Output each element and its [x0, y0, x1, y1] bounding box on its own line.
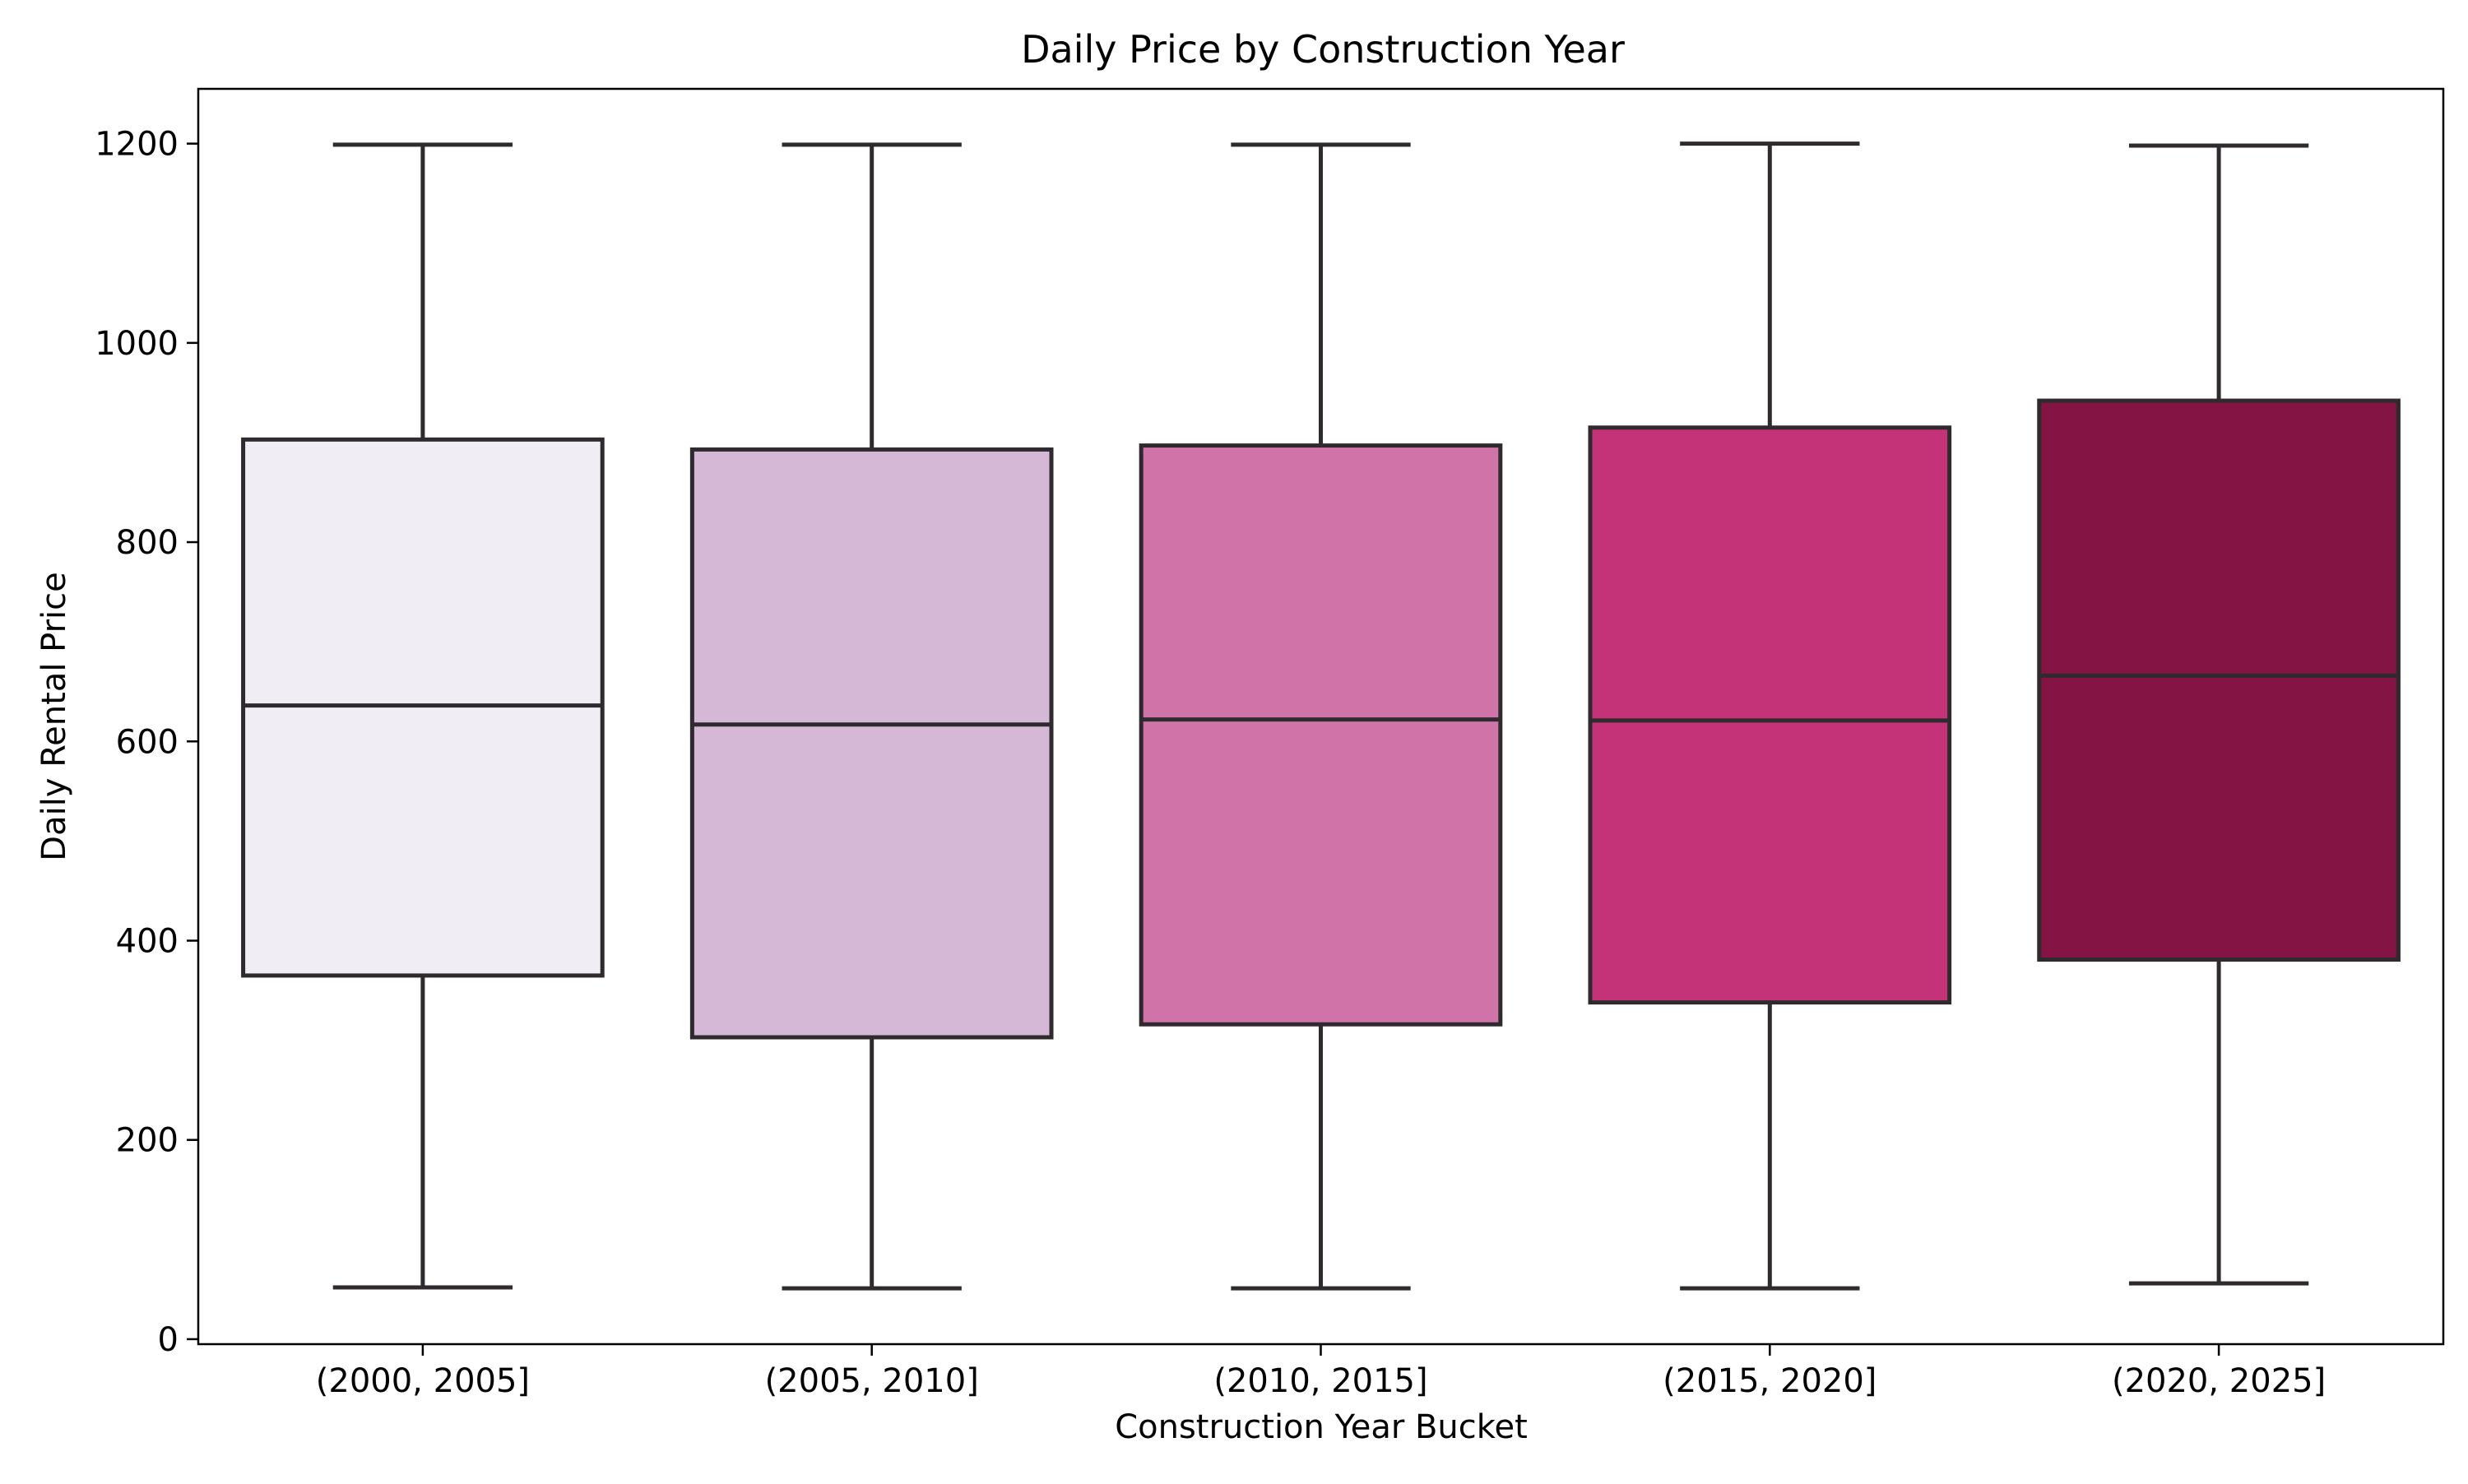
y-axis: 0 200 400 600 800 1000 1200 [95, 126, 198, 1359]
x-axis: (2000, 2005] (2005, 2010] (2010, 2015] (201… [316, 1344, 2326, 1400]
iqr-box [1588, 425, 1952, 1005]
box-group [1588, 141, 1952, 1291]
x-tick-label: (2005, 2010] [765, 1362, 979, 1400]
iqr-box [689, 447, 1054, 1040]
x-axis-label: Construction Year Bucket [1115, 1408, 1528, 1446]
y-tick-label: 800 [116, 524, 179, 562]
box-group [689, 142, 1054, 1291]
iqr-box [2037, 398, 2401, 962]
x-tick-label: (2000, 2005] [316, 1362, 530, 1400]
y-tick-label: 1000 [95, 325, 179, 363]
boxes-layer [241, 141, 2401, 1291]
y-tick-label: 1200 [95, 126, 179, 164]
y-tick-label: 200 [116, 1122, 179, 1160]
x-tick-label: (2010, 2015] [1213, 1362, 1427, 1400]
chart-title: Daily Price by Construction Year [1021, 27, 1625, 72]
x-tick-label: (2015, 2020] [1663, 1362, 1877, 1400]
box-group [241, 142, 605, 1290]
iqr-box [1139, 443, 1503, 1027]
y-tick-label: 0 [158, 1321, 179, 1359]
y-tick-label: 400 [116, 923, 179, 961]
y-tick-label: 600 [116, 723, 179, 761]
box-group [2037, 143, 2401, 1286]
box-group [1139, 142, 1503, 1291]
x-tick-label: (2020, 2025] [2112, 1362, 2326, 1400]
y-axis-label: Daily Rental Price [35, 572, 73, 860]
